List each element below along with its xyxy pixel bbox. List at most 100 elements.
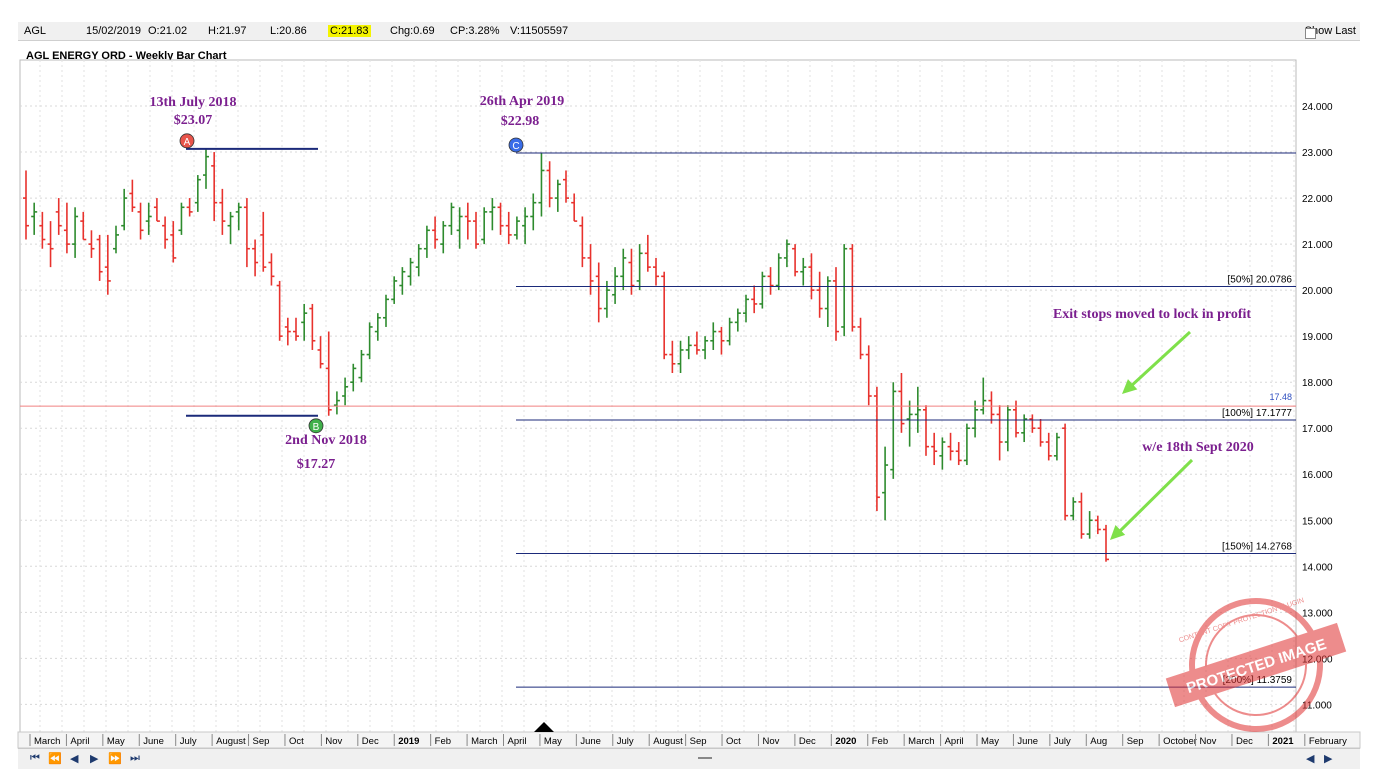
checkbox-icon[interactable] [1304,28,1316,39]
ohlc-bar [767,267,774,295]
y-tick-label: 15.000 [1302,516,1333,527]
zoom-back-icon[interactable]: ◀ [1306,753,1315,765]
x-tick-label: April [70,736,89,747]
x-tick-label: March [34,736,60,747]
ohlc-bar [955,442,962,466]
ohlc-bar [47,221,54,268]
fast-forward-icon[interactable]: ⏩ [108,753,122,765]
ohlc-bar [800,257,807,286]
ohlc-bar [260,211,267,272]
ohlc-bar [734,308,741,332]
ohlc-bar [301,303,308,341]
ohlc-bar [153,198,160,222]
ohlc-bar [726,317,733,346]
show-last-checkbox[interactable]: Show Last [1304,25,1356,39]
y-tick-label: 22.000 [1302,194,1333,205]
ohlc-bar [1013,400,1019,438]
y-tick-label: 16.000 [1302,470,1333,481]
x-tick-label: Sep [1127,736,1144,747]
ohlc-bar [350,363,357,392]
ohlc-bar [628,248,635,295]
arrow-head [1122,379,1138,394]
ohlc-bar [432,216,439,249]
ohlc-bar [415,244,422,277]
ohlc-bar [1070,497,1077,521]
ohlc-bar [1053,432,1060,461]
annotation-text: 2nd Nov 2018 [285,433,367,448]
ohlc-bar [497,202,504,235]
x-tick-label: March [908,736,934,747]
ohlc-bar [88,230,95,258]
ohlc-bar [374,313,381,341]
ohlc-bar [309,303,316,350]
ohlc-bar [816,271,823,318]
annotation-text: $23.07 [174,113,213,128]
y-tick-label: 23.000 [1302,148,1333,159]
ohlc-bar [456,207,463,249]
ohlc-bar [268,253,275,286]
x-tick-label: May [107,736,125,747]
y-tick-label: 14.000 [1302,562,1333,573]
ohlc-bar [1103,524,1109,562]
ohlc-bar [505,211,512,245]
change-label: Chg:0.69 [390,25,435,37]
first-page-icon[interactable]: ⏮ [30,752,40,764]
ohlc-bar [1029,414,1036,433]
ohlc-bar [603,280,610,318]
ohlc-bar [276,280,283,341]
ohlc-bar [849,244,856,332]
annotation-text: $17.27 [297,457,336,472]
x-tick-label: Aug [1090,736,1107,747]
point-marker [308,418,324,434]
point-marker-letter: A [184,137,191,148]
ohlc-bar [513,216,520,240]
ohlc-bar [751,285,758,314]
ohlc-bar [23,170,29,240]
fib-level-label: [50%] 20.0786 [1228,275,1293,286]
ohlc-bar [522,207,529,245]
ohlc-bar [857,317,864,360]
last-page-icon[interactable]: ⏭ [130,752,140,764]
x-tick-label: 2020 [835,736,856,747]
x-tick-label: Nov [762,736,779,747]
cursor-marker [534,722,554,732]
scroll-grip[interactable] [698,757,712,759]
ohlc-bar [121,188,128,231]
ohlc-bar [80,211,87,241]
step-forward-icon[interactable]: ▶ [90,753,99,765]
rewind-icon[interactable]: ⏪ [48,753,62,765]
ohlc-bar [72,207,79,258]
ohlc-bar [923,405,929,456]
x-tick-label: August [216,736,246,747]
x-tick-label: June [143,736,164,747]
zoom-forward-icon[interactable]: ▶ [1324,753,1333,765]
navigation-bar: ⏮ ⏪ ◀ ▶ ⏩ ⏭ ◀ ▶ [18,748,1360,769]
ohlc-bar [170,221,177,263]
ohlc-bar [113,225,119,254]
ohlc-bar [342,377,349,406]
y-tick-label: 20.000 [1302,286,1333,297]
ohlc-bar [693,331,700,355]
ohlc-bar [440,221,447,254]
ohlc-bar [718,326,725,355]
ohlc-bar [178,202,185,235]
ohlc-bar [947,432,954,461]
ohlc-bar [743,294,749,323]
ohlc-bar [104,234,111,295]
x-tick-label: April [945,736,964,747]
ohlc-bar [914,386,921,433]
ohlc-bar [612,267,619,304]
current-price-label: 17.48 [1269,392,1292,402]
x-tick-label: Oct [289,736,304,747]
y-tick-label: 13.000 [1302,608,1333,619]
x-tick-label: Dec [799,736,816,747]
point-marker-letter: C [512,141,519,152]
ohlc-bar [333,391,340,415]
step-back-icon[interactable]: ◀ [70,753,79,765]
x-tick-label: Dec [1236,736,1253,747]
ohlc-bar [317,336,324,369]
ohlc-bar [219,188,226,235]
ohlc-bar [293,317,299,341]
ohlc-bar [31,202,38,235]
